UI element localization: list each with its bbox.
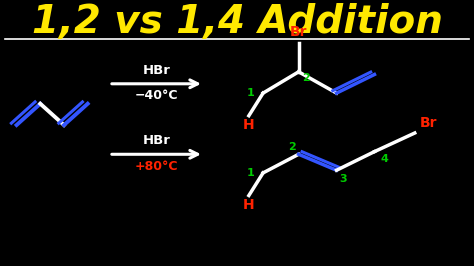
Text: H: H bbox=[243, 198, 255, 212]
Text: H: H bbox=[243, 118, 255, 132]
Text: −40°C: −40°C bbox=[135, 89, 178, 102]
Text: HBr: HBr bbox=[143, 64, 170, 77]
Text: +80°C: +80°C bbox=[135, 160, 178, 173]
Text: 4: 4 bbox=[380, 154, 388, 164]
Text: Br: Br bbox=[419, 116, 437, 130]
Text: 1: 1 bbox=[247, 88, 255, 98]
Text: 1: 1 bbox=[247, 168, 255, 178]
Text: 3: 3 bbox=[339, 174, 346, 184]
Text: 1,2 vs 1,4 Addition: 1,2 vs 1,4 Addition bbox=[32, 3, 442, 41]
Text: 2: 2 bbox=[289, 142, 296, 152]
Text: HBr: HBr bbox=[143, 135, 170, 147]
Text: 2: 2 bbox=[302, 73, 310, 83]
Text: Br: Br bbox=[290, 24, 307, 39]
